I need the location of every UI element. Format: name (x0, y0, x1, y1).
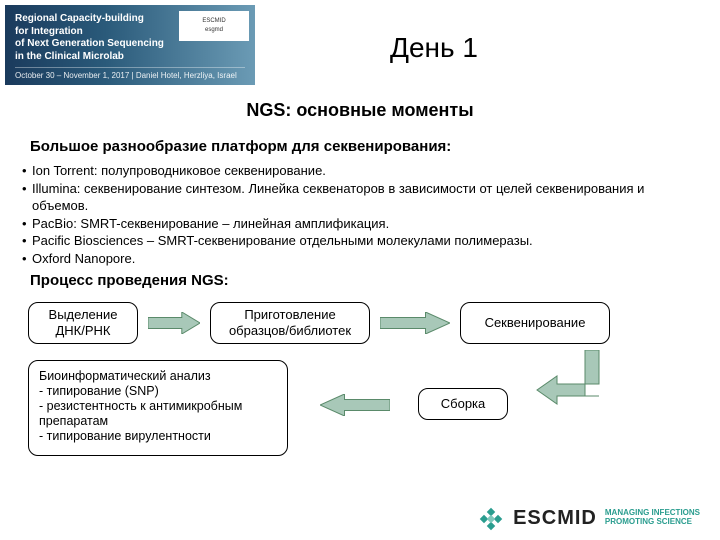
banner-line: in the Clinical Microlab (15, 51, 245, 64)
banner-logos: ESCMID esgmd (179, 11, 249, 41)
flow-node: Приготовление образцов/библиотек (210, 302, 370, 344)
footer-logo: ESCMID MANAGING INFECTIONS PROMOTING SCI… (477, 504, 700, 532)
logo-mark-icon (477, 504, 505, 532)
process-heading: Процесс проведения NGS: (30, 272, 229, 289)
banner-logo: ESCMID (202, 18, 225, 26)
day-title: День 1 (390, 32, 478, 64)
flow-arrow-icon (380, 312, 450, 334)
footer-tagline: PROMOTING SCIENCE (605, 518, 700, 527)
list-item: Ion Torrent: полупроводниковое секвениро… (22, 162, 698, 180)
list-item: Illumina: секвенирование синтезом. Линей… (22, 180, 698, 215)
page-subtitle: NGS: основные моменты (0, 100, 720, 121)
flow-arrow-icon (148, 312, 200, 334)
event-banner: Regional Capacity-building for Integrati… (5, 5, 255, 85)
list-item: Oxford Nanopore. (22, 250, 698, 268)
footer-brand: ESCMID (513, 507, 597, 530)
flowchart: Выделение ДНК/РНК Приготовление образцов/… (0, 302, 720, 492)
flow-arrow-icon (535, 350, 605, 405)
flow-arrow-icon (320, 394, 390, 416)
flow-node: Биоинформатический анализ - типирование … (28, 360, 288, 456)
list-item: PacBio: SMRT-секвенирование – линейная а… (22, 215, 698, 233)
banner-logo: esgmd (205, 27, 223, 35)
list-item: Pacific Biosciences – SMRT-секвенировани… (22, 232, 698, 250)
flow-node: Секвенирование (460, 302, 610, 344)
platforms-heading: Большое разнообразие платформ для секвен… (30, 138, 451, 155)
banner-date: October 30 – November 1, 2017 | Daniel H… (15, 67, 245, 81)
flow-node: Выделение ДНК/РНК (28, 302, 138, 344)
flow-node: Сборка (418, 388, 508, 420)
platforms-list: Ion Torrent: полупроводниковое секвениро… (22, 162, 698, 267)
